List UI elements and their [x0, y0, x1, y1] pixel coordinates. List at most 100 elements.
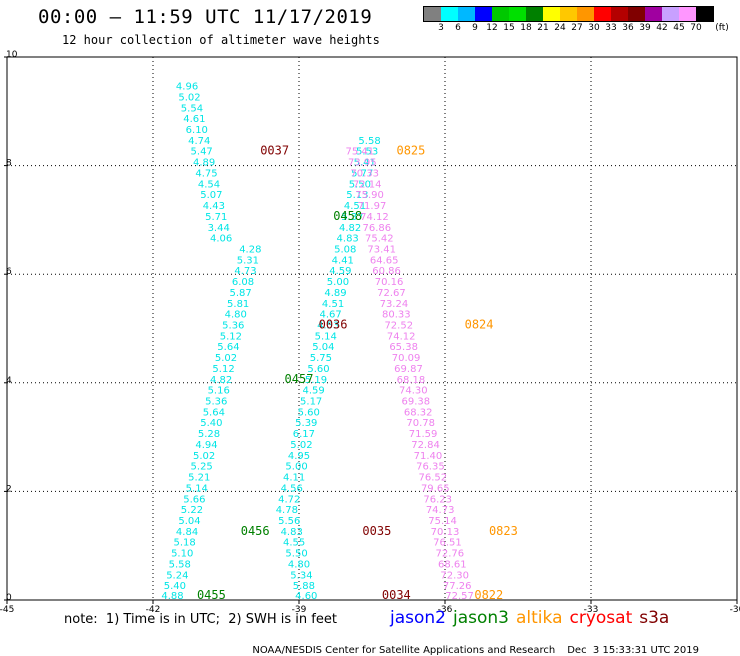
- wave-height-point: 5.17: [300, 397, 322, 408]
- y-tick-label: 8: [6, 159, 12, 169]
- wave-height-point: 4.59: [329, 266, 351, 277]
- wave-height-point: 5.77: [351, 168, 373, 179]
- wave-height-point: 5.34: [290, 570, 312, 581]
- wave-height-point: 73.95: [348, 158, 377, 169]
- wave-height-point: 72.57: [445, 591, 474, 602]
- wave-height-point: 70.13: [431, 527, 460, 538]
- wave-height-point: 70.33: [350, 168, 379, 179]
- pass-time-label: 0458: [333, 209, 362, 223]
- color-scale-label: 12: [486, 23, 498, 33]
- color-swatch: [441, 7, 458, 21]
- wave-height-point: 5.47: [191, 147, 213, 158]
- wave-height-point: 5.64: [217, 342, 239, 353]
- color-scale-label: 9: [472, 23, 478, 33]
- wave-height-point: 72.52: [384, 321, 413, 332]
- wave-height-point: 5.75: [310, 353, 332, 364]
- wave-height-point: 4.96: [176, 82, 198, 93]
- color-swatch: [492, 7, 509, 21]
- wave-height-point: 5.39: [295, 418, 317, 429]
- color-swatch: [628, 7, 645, 21]
- wave-height-point: 72.67: [377, 288, 406, 299]
- credit-text: NOAA/NESDIS Center for Satellite Applica…: [252, 645, 556, 656]
- wave-height-point: 74.12: [360, 212, 389, 223]
- wave-height-point: 6.17: [293, 429, 315, 440]
- wave-height-point: 76.52: [419, 473, 448, 484]
- wave-height-point: 5.60: [298, 407, 320, 418]
- x-tick-label: -42: [146, 605, 161, 612]
- wave-height-point: 4.82: [339, 223, 361, 234]
- wave-height-point: 4.61: [183, 114, 205, 125]
- wave-height-point: 5.21: [188, 473, 210, 484]
- color-swatch: [424, 7, 441, 21]
- color-swatch: [458, 7, 475, 21]
- wave-height-point: 5.58: [358, 136, 380, 147]
- wave-height-point: 5.81: [227, 299, 249, 310]
- color-swatch: [526, 7, 543, 21]
- color-swatch: [662, 7, 679, 21]
- wave-height-point: 4.80: [225, 310, 247, 321]
- wave-height-point: 65.38: [389, 342, 418, 353]
- wave-height-point: 5.08: [334, 244, 356, 255]
- pass-time-label: 0037: [260, 144, 289, 158]
- wave-height-point: 6.10: [186, 125, 208, 136]
- wave-height-point: 76.86: [363, 223, 392, 234]
- pass-time-label: 0036: [319, 318, 348, 332]
- color-scale-label: 27: [571, 23, 583, 33]
- color-scale-label: 21: [537, 23, 549, 33]
- wave-height-point: 5.41: [354, 158, 376, 169]
- wave-height-point: 5.10: [171, 549, 193, 560]
- wave-height-point: 5.56: [278, 516, 300, 527]
- wave-height-point: 4.41: [332, 255, 354, 266]
- wave-height-point: 4.75: [195, 168, 217, 179]
- wave-height-point: 73.24: [380, 299, 409, 310]
- wave-height-point: 4.83: [281, 527, 303, 538]
- pass-time-label: 0456: [241, 524, 270, 538]
- satellite-legend-item: cryosat: [569, 608, 633, 628]
- wave-height-point: 69.38: [401, 397, 430, 408]
- wave-height-point: 5.19: [305, 375, 327, 386]
- wave-height-point: 5.71: [205, 212, 227, 223]
- y-tick-label: 10: [6, 50, 18, 60]
- color-scale-label: 6: [455, 23, 461, 33]
- wave-height-point: 5.25: [191, 462, 213, 473]
- wave-height-point: 4.55: [283, 538, 305, 549]
- color-scale-label: 45: [673, 23, 685, 33]
- pass-time-label: 0455: [197, 588, 226, 602]
- satellite-legend-item: s3a: [639, 608, 670, 628]
- wave-height-point: 5.02: [178, 92, 200, 103]
- wave-height-point: 5.00: [285, 462, 307, 473]
- wave-height-point: 3.44: [208, 223, 230, 234]
- footer-note: note: 1) Time is in UTC; 2) SWH is in fe…: [64, 612, 337, 627]
- x-tick-label: -36: [438, 605, 453, 612]
- satellite-legend: jason2 jason3 altika cryosat s3a: [390, 608, 676, 628]
- wave-height-point: 5.87: [229, 288, 251, 299]
- color-scale-label: 36: [622, 23, 634, 33]
- wave-height-point: 4.89: [193, 158, 215, 169]
- wave-height-point: 75.41: [346, 147, 375, 158]
- wave-height-point: 5.04: [312, 342, 334, 353]
- wave-height-point: 4.89: [324, 288, 346, 299]
- wave-height-point: 5.28: [198, 429, 220, 440]
- wave-height-point: 4.84: [176, 527, 198, 538]
- color-swatch: [611, 7, 628, 21]
- y-tick-label: 0: [6, 593, 12, 603]
- y-tick-label: 4: [6, 376, 12, 386]
- satellite-legend-item: jason2: [390, 608, 446, 628]
- wave-height-point: 74.30: [399, 386, 428, 397]
- wave-height-point: 5.07: [200, 190, 222, 201]
- wave-height-plot: -45-42-39-36-33-3002468104.885.405.245.5…: [0, 50, 740, 612]
- wave-height-point: 5.64: [203, 407, 225, 418]
- wave-height-point: 4.74: [188, 136, 210, 147]
- wave-height-point: 5.04: [178, 516, 200, 527]
- wave-height-point: 79.65: [421, 483, 450, 494]
- wave-height-point: 5.60: [307, 364, 329, 375]
- pass-time-label: 0457: [285, 372, 314, 386]
- wave-height-point: 5.18: [174, 538, 196, 549]
- wave-height-point: 5.40: [200, 418, 222, 429]
- color-scale-labels: 3 6 9 12 15 18 21 24 27 30 33 36 39 42 45 70 (ft): [423, 22, 729, 36]
- wave-height-point: 4.80: [288, 559, 310, 570]
- color-swatch: [577, 7, 594, 21]
- wave-height-point: 4.54: [198, 179, 220, 190]
- wave-height-point: 4.53: [317, 321, 339, 332]
- wave-height-point: 80.33: [382, 310, 411, 321]
